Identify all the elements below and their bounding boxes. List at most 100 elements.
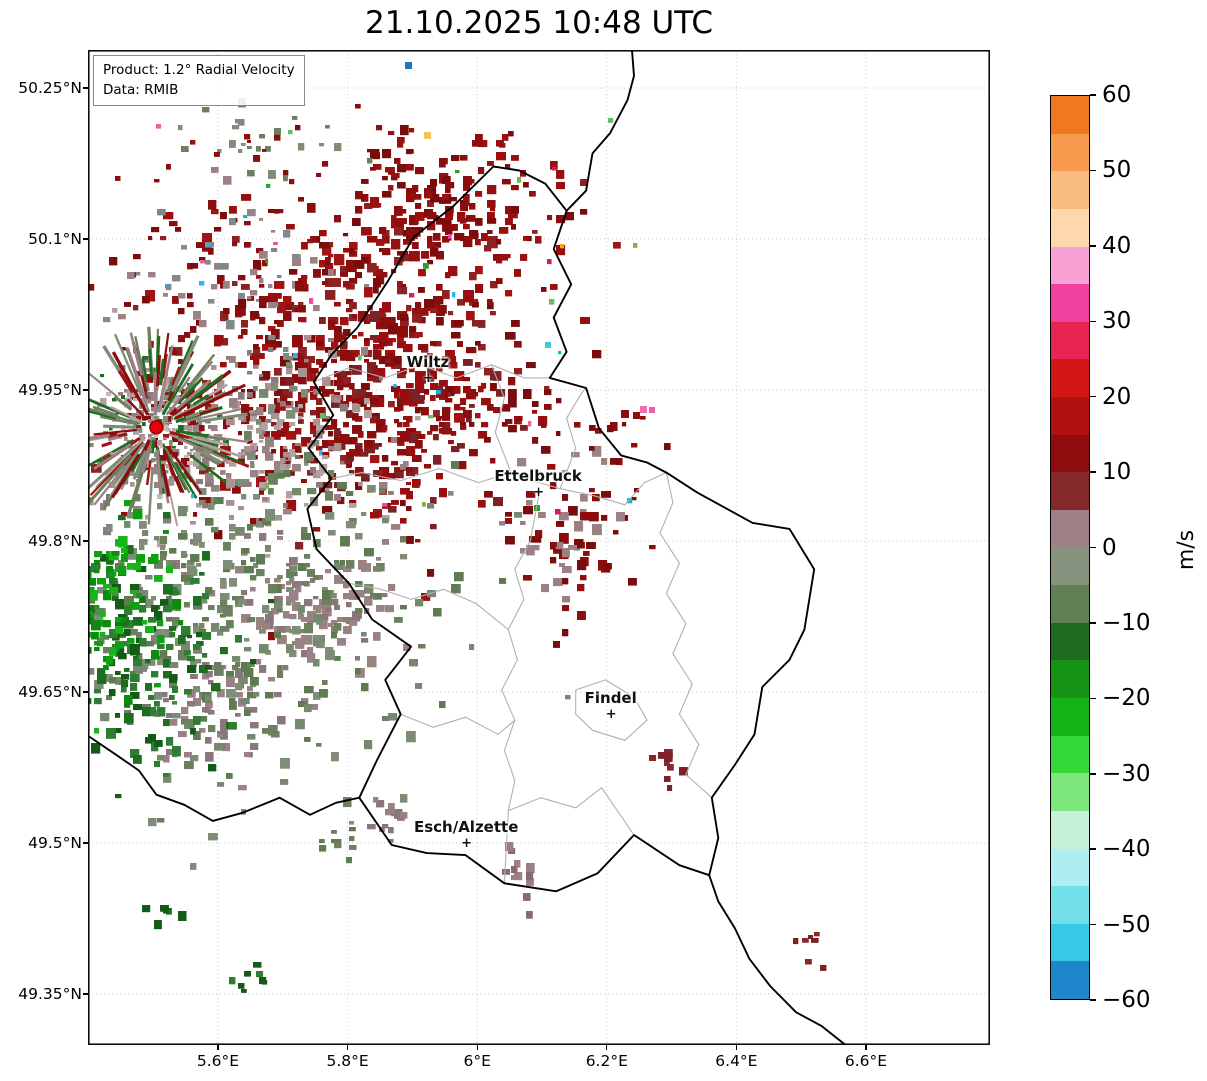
district-border	[559, 472, 667, 506]
colorbar-band-30-25	[1051, 321, 1089, 360]
colorbar-tick	[1090, 471, 1096, 473]
colorbar-band--10--15	[1051, 622, 1089, 661]
colorbar-band-55-50	[1051, 133, 1089, 172]
colorbar-band-20-15	[1051, 397, 1089, 435]
y-tick-label: 49.65°N	[18, 683, 82, 702]
x-axis-tick	[606, 1045, 608, 1050]
district-border	[331, 467, 561, 490]
echo-cluster-top-sage-specks	[115, 98, 383, 183]
colorbar-band-45-40	[1051, 208, 1089, 247]
colorbar-band-0--5	[1051, 547, 1089, 586]
district-border	[508, 787, 635, 836]
country-border	[88, 734, 361, 822]
country-border	[306, 165, 816, 893]
x-axis-tick	[217, 1045, 219, 1050]
colorbar-tick	[1090, 773, 1096, 775]
echo-cluster-radar-spokes	[88, 326, 250, 527]
colorbar-band--20--25	[1051, 698, 1089, 736]
country-border	[708, 874, 848, 1045]
district-border	[575, 679, 648, 741]
colorbar-tick	[1090, 169, 1096, 172]
figure-title: 21.10.2025 10:48 UTC	[365, 5, 713, 41]
y-axis-tick	[83, 842, 88, 844]
colorbar-tick-label: −60	[1102, 987, 1151, 1013]
colorbar-band-25-20	[1051, 359, 1089, 397]
colorbar-band--45--50	[1051, 886, 1089, 924]
colorbar-band-40-35	[1051, 246, 1089, 285]
y-tick-label: 49.5°N	[28, 834, 82, 853]
colorbar-tick-label: 50	[1102, 157, 1132, 184]
echo-cluster-bright-green-patch	[88, 500, 184, 734]
colorbar-tick-label: 20	[1102, 383, 1132, 410]
colorbar-tick	[1090, 546, 1096, 549]
x-axis-tick	[865, 1045, 867, 1050]
y-tick-label: 49.35°N	[18, 985, 82, 1004]
colorbar-tick-label: −40	[1102, 836, 1151, 863]
legend-data-line: Data: RMIB	[103, 82, 179, 99]
colorbar-band--50--55	[1051, 923, 1089, 962]
colorbar-band-5-0	[1051, 509, 1089, 548]
colorbar-band-60-55	[1051, 96, 1089, 134]
country-borders	[88, 50, 848, 1045]
x-axis-tick	[347, 1045, 349, 1050]
colorbar-tick	[1090, 395, 1096, 398]
x-tick-label: 6.2°E	[585, 1052, 628, 1070]
district-border	[400, 713, 516, 735]
echo-cluster-findel-maroon	[649, 749, 688, 791]
echo-cluster-east-positive-strip	[436, 398, 671, 451]
colorbar-tick	[1090, 697, 1096, 700]
y-axis-tick	[83, 691, 88, 693]
district-border	[501, 495, 540, 884]
colorbar-unit-label: m/s	[1173, 529, 1199, 571]
district-border	[348, 582, 509, 631]
colorbar-band--15--20	[1051, 660, 1089, 698]
y-tick-label: 50.25°N	[18, 79, 82, 97]
radar-echo-field	[88, 62, 827, 993]
colorbar-band-10-5	[1051, 472, 1089, 510]
colorbar-band-15-10	[1051, 434, 1089, 473]
legend-product-line: Product: 1.2° Radial Velocity	[103, 62, 295, 78]
colorbar-tick-label: 0	[1102, 534, 1117, 561]
colorbar-band--35--40	[1051, 810, 1089, 849]
echo-cluster-sw-mauve-1	[349, 797, 408, 843]
colorbar-tick	[1090, 848, 1096, 850]
colorbar-gradient	[1051, 96, 1089, 999]
x-tick-label: 6.4°E	[715, 1052, 758, 1070]
echo-cluster-sw-mauve-2	[502, 842, 535, 919]
district-borders	[313, 364, 713, 884]
y-tick-label: 50.1°N	[28, 230, 82, 248]
district-border	[313, 364, 550, 383]
district-border	[490, 364, 512, 473]
country-border	[565, 50, 635, 212]
y-axis-tick	[83, 238, 88, 240]
y-axis-tick	[83, 87, 88, 89]
echo-cluster-south-green-2	[229, 962, 268, 993]
x-axis-tick	[735, 1045, 737, 1050]
x-tick-label: 5.8°E	[326, 1052, 369, 1070]
x-tick-label: 6°E	[463, 1052, 491, 1070]
echo-cluster-south-green-1	[142, 905, 187, 930]
district-border	[559, 387, 587, 489]
x-tick-label: 6.6°E	[844, 1052, 888, 1070]
y-tick-label: 49.95°N	[18, 381, 82, 399]
colorbar-band-35-30	[1051, 284, 1089, 322]
colorbar-tick	[1090, 94, 1096, 96]
colorbar-band--30--35	[1051, 773, 1089, 811]
y-axis-tick	[83, 540, 88, 542]
colorbar-tick-label: 40	[1102, 232, 1132, 259]
colorbar-band-50-45	[1051, 171, 1089, 209]
colorbar-tick	[1090, 923, 1096, 926]
colorbar-band--40--45	[1051, 848, 1089, 887]
plot-frame	[88, 50, 990, 1045]
colorbar-tick	[1090, 245, 1096, 247]
x-axis-tick	[476, 1045, 478, 1050]
colorbar-tick-label: 10	[1102, 459, 1132, 486]
y-axis-tick	[83, 389, 88, 391]
colorbar-tick	[1090, 999, 1096, 1001]
colorbar-tick-label: −20	[1102, 685, 1151, 712]
colorbar-band--55--60	[1051, 961, 1089, 999]
legend-box: Product: 1.2° Radial Velocity Data: RMIB	[93, 55, 305, 106]
colorbar-tick-label: −30	[1102, 760, 1151, 787]
echo-cluster-mauve-patch-mid	[208, 524, 411, 707]
